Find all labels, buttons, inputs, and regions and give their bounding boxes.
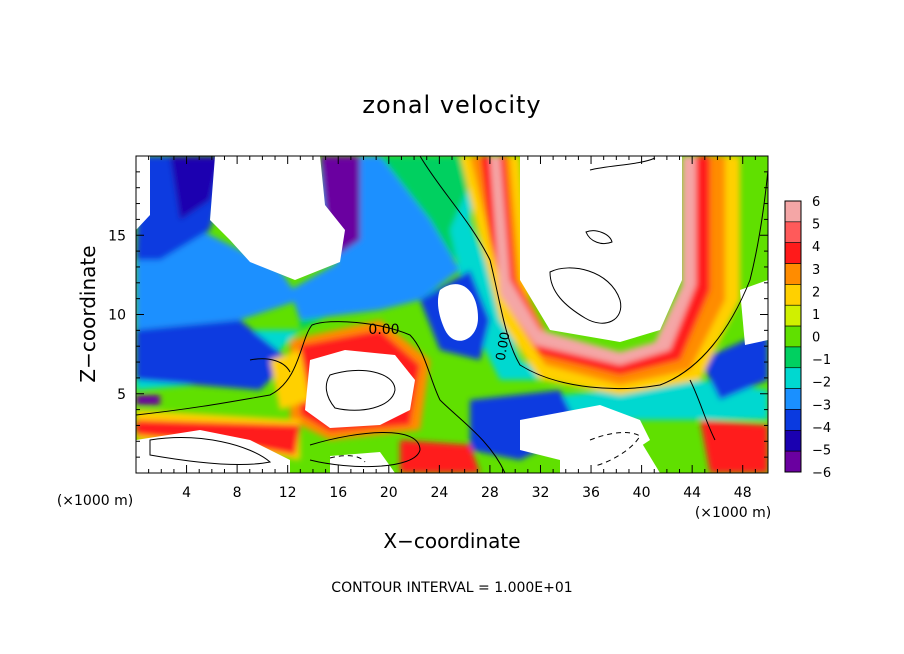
plot-area: 0.00 0.00 [136,156,768,473]
x-tick-label: 8 [233,485,242,501]
contour-lower-left [149,437,272,465]
x-axis-ticks: 4 8 12 16 20 24 28 32 36 40 44 48 [148,156,756,501]
colorbar-swatch [784,388,802,410]
x-tick-label: 4 [182,485,191,501]
colorbar-swatch [784,430,802,452]
zero-contour-lower [136,321,506,473]
chart-title: zonal velocity [362,91,541,119]
colorbar-label: 1 [812,308,820,323]
contour-label-vertical: 0.00 [494,331,514,362]
colorbar-label: −2 [812,376,831,391]
colorbar-label: 4 [812,240,820,255]
zero-contour-upper [419,156,768,389]
colorbar-swatch [784,221,802,243]
colorbar-swatch [784,409,802,431]
x-tick-label: 44 [683,485,701,501]
colorbar-swatch [784,304,802,327]
colorbar-label: 2 [812,285,820,300]
contour-lines [136,156,768,473]
colorbar-label: −4 [812,421,831,436]
colorbar-frame [784,200,802,473]
negative-contour-right [589,432,641,467]
colorbar-swatch [784,346,802,369]
colorbar-label: −3 [812,398,831,413]
x-tick-label: 20 [380,485,398,501]
colorbar-swatch [784,367,802,389]
contour-small-loop [585,230,613,245]
negative-contour-bottom [329,455,366,463]
x-tick-label: 48 [734,485,752,501]
x-axis-units: (×1000 m) [695,505,771,521]
colorbar-swatch [784,450,802,473]
colorbar-swatch [784,325,802,348]
x-tick-label: 32 [532,485,550,501]
above-range-regions [136,156,768,473]
x-tick-label: 16 [329,485,347,501]
colorbar: 6 5 4 3 2 1 0 −1 −2 −3 −4 −5 −6 [784,195,831,481]
colorbar-swatch [784,242,802,264]
colorbar-swatch [784,284,802,306]
x-axis-label: X−coordinate [383,529,520,553]
colorbar-label: −6 [812,466,831,481]
colorbar-swatch [784,263,802,285]
y-axis-ticks: 5 10 15 [108,171,768,458]
y-tick-label: 5 [117,387,126,403]
colorbar-label: −1 [812,353,831,368]
colorbar-label: 6 [812,195,820,210]
colorbar-label: 3 [812,263,820,278]
x-tick-label: 12 [279,485,297,501]
y-tick-label: 10 [108,308,126,324]
contour-bottom-center [309,432,421,468]
colorbar-swatch [784,200,802,223]
contour-top [589,157,656,171]
contour-interval-note: CONTOUR INTERVAL = 1.000E+01 [331,580,572,596]
contour-center-left [325,369,396,411]
x-tick-label: 40 [633,485,651,501]
y-tick-label: 15 [108,228,126,244]
contour-right-vertical [689,379,716,441]
contour-small-left [249,358,291,373]
colorbar-label: 5 [812,218,820,233]
y-axis-label: Z−coordinate [76,245,100,382]
x-tick-label: 28 [481,485,499,501]
negative-contours [329,432,641,467]
y-axis-units: (×1000 m) [57,493,133,509]
x-tick-label: 24 [430,485,448,501]
colorbar-label: −5 [812,443,831,458]
contour-label: 0.00 [368,322,399,338]
contour-upper-right [549,267,622,324]
x-tick-label: 36 [582,485,600,501]
colorbar-label: 0 [812,331,820,346]
